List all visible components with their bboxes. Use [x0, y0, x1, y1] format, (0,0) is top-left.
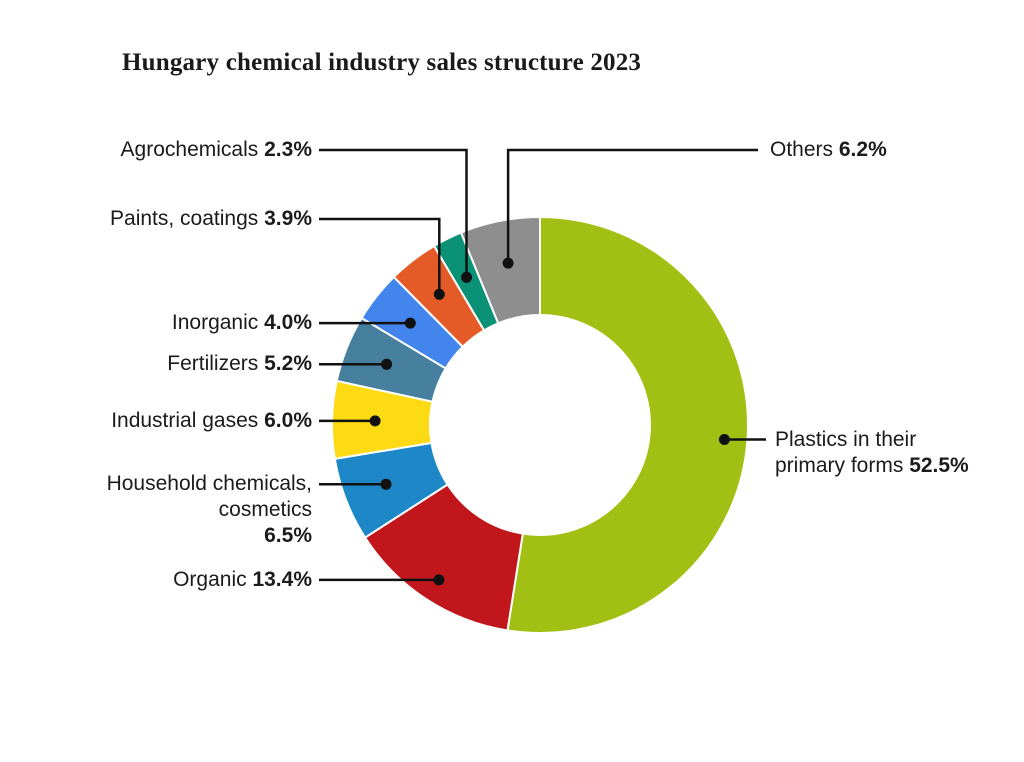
- segment-name: Organic: [173, 568, 247, 591]
- slice-plastics: [506, 215, 749, 634]
- segment-name: Others: [770, 138, 834, 161]
- segment-name: Household chemicals, cosmetics: [106, 472, 312, 521]
- callout-dot-plastics: [718, 434, 730, 445]
- callout-dot-fertilizers: [381, 358, 393, 370]
- callout-dot-paints: [433, 288, 445, 300]
- segment-name: Industrial gases: [111, 409, 259, 432]
- callout-line-paints: [319, 217, 441, 295]
- label-others: Others 6.2%: [770, 137, 887, 163]
- callout-dot-others: [502, 257, 514, 269]
- slice-others: [459, 215, 541, 325]
- callout-dot-agrochemicals: [461, 271, 472, 283]
- callout-line-agrochemicals: [319, 148, 468, 278]
- segment-value: 4.0%: [264, 311, 312, 334]
- label-paints-coatings: Paints, coatings 3.9%: [110, 206, 312, 232]
- segment-value: 3.9%: [264, 207, 312, 230]
- label-fertilizers: Fertilizers 5.2%: [167, 351, 312, 377]
- label-agrochemicals: Agrochemicals 2.3%: [121, 137, 312, 163]
- segment-value: 5.2%: [264, 352, 312, 375]
- label-household-chemicals: Household chemicals, cosmetics 6.5%: [62, 471, 312, 549]
- callout-dot-household: [380, 478, 392, 490]
- callout-dot-industrial-gases: [369, 415, 381, 427]
- label-industrial-gases: Industrial gases 6.0%: [111, 408, 312, 434]
- segment-value: 52.5%: [909, 454, 969, 477]
- segment-name: Agrochemicals: [120, 138, 259, 161]
- chart-title: Hungary chemical industry sales structur…: [122, 49, 642, 76]
- segment-value: 6.2%: [838, 138, 887, 161]
- segment-value: 13.4%: [252, 568, 312, 591]
- segment-name: Plastics in their primary forms: [775, 428, 917, 477]
- segment-value: 6.5%: [264, 524, 312, 547]
- label-plastics: Plastics in their primary forms 52.5%: [775, 427, 987, 479]
- callout-dot-organic: [433, 574, 445, 586]
- callout-dot-inorganic: [404, 317, 416, 329]
- segment-name: Paints, coatings: [110, 207, 259, 230]
- segment-name: Fertilizers: [167, 352, 259, 375]
- label-organic: Organic 13.4%: [173, 567, 312, 593]
- segment-value: 2.3%: [264, 138, 312, 161]
- segment-value: 6.0%: [264, 409, 312, 432]
- segment-name: Inorganic: [171, 311, 259, 334]
- label-inorganic: Inorganic 4.0%: [172, 310, 312, 336]
- callout-line-others: [506, 148, 758, 264]
